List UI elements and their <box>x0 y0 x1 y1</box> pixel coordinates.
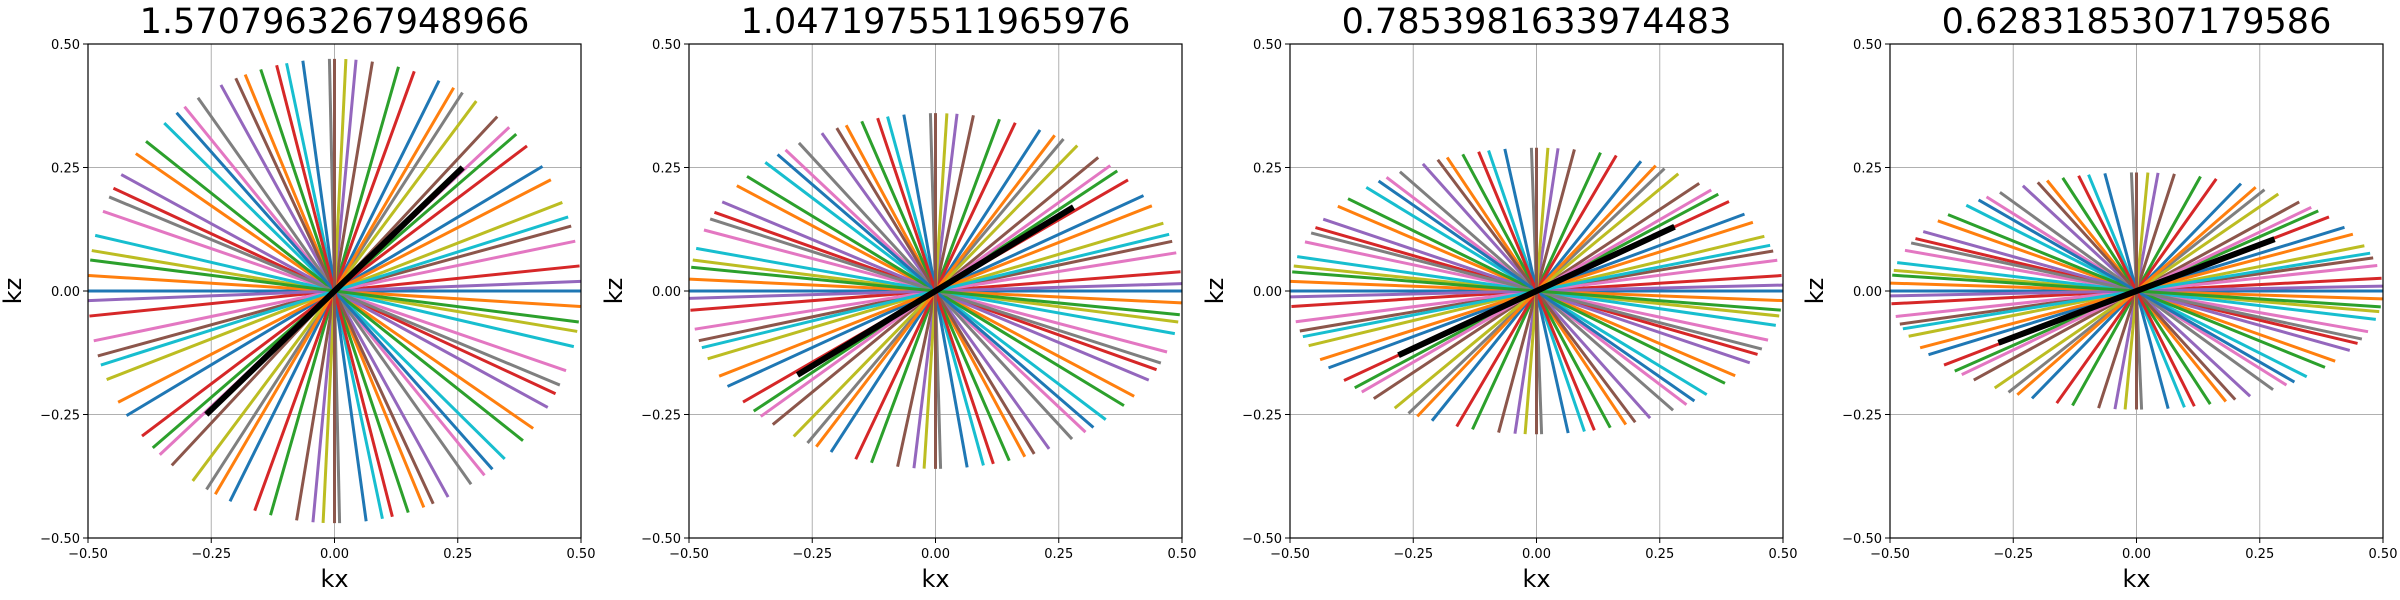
chart-title: 1.5707963267948966 <box>140 2 530 42</box>
highlighted-spoke <box>795 204 1076 378</box>
x-tick-label: 0.25 <box>443 547 472 562</box>
y-tick-label: 0.25 <box>51 162 80 177</box>
y-tick-label: 0.00 <box>1253 285 1282 300</box>
y-axis-label: kz <box>600 278 628 305</box>
y-tick-label: 0.00 <box>51 285 80 300</box>
x-tick-label: 0.00 <box>921 547 950 562</box>
y-axis-label: kz <box>0 278 27 305</box>
x-tick-label: 0.00 <box>1522 547 1551 562</box>
y-tick-label: 0.25 <box>1253 162 1282 177</box>
x-tick-label: −0.50 <box>1270 547 1310 562</box>
x-axis-label: kx <box>320 565 348 593</box>
chart-title: 0.7853981633974483 <box>1342 2 1732 42</box>
x-tick-label: 0.50 <box>1168 547 1197 562</box>
chart-title: 0.6283185307179586 <box>1942 2 2332 42</box>
y-tick-label: 0.25 <box>1853 162 1882 177</box>
x-tick-label: −0.25 <box>1393 547 1433 562</box>
y-tick-label: −0.25 <box>641 409 681 424</box>
x-tick-label: 0.50 <box>1769 547 1798 562</box>
y-tick-label: −0.50 <box>1242 532 1282 547</box>
plot-area <box>1890 172 2383 410</box>
x-tick-label: −0.25 <box>1993 547 2033 562</box>
x-tick-label: 0.00 <box>320 547 349 562</box>
y-tick-label: −0.25 <box>1842 409 1882 424</box>
x-axis-label: kx <box>921 565 949 593</box>
y-tick-label: 0.50 <box>51 38 80 53</box>
x-axis-label: kx <box>1522 565 1550 593</box>
y-tick-label: −0.50 <box>641 532 681 547</box>
x-tick-label: −0.50 <box>1870 547 1910 562</box>
y-tick-label: −0.50 <box>1842 532 1882 547</box>
y-axis-label: kz <box>1801 278 1829 305</box>
y-tick-label: 0.50 <box>1253 38 1282 53</box>
highlighted-spoke <box>1397 224 1676 358</box>
x-tick-label: 0.25 <box>2245 547 2274 562</box>
panel-3: −0.50 −0.25 0.00 0.25 0.50 −0.50 −0.25 0.00 0.25… <box>1201 2 1797 593</box>
x-tick-label: −0.50 <box>68 547 108 562</box>
panel-1: −0.50 −0.25 0.00 0.25 0.50 −0.50 −0.25 0.00 0.25… <box>0 2 595 593</box>
x-tick-label: 0.50 <box>2369 547 2398 562</box>
y-axis-label: kz <box>1201 278 1229 305</box>
highlighted-spoke <box>204 165 465 417</box>
x-tick-label: 0.25 <box>1044 547 1073 562</box>
panel-4: −0.50 −0.25 0.00 0.25 0.50 −0.50 −0.25 0.00 0.25… <box>1801 2 2397 593</box>
chart-title: 1.0471975511965976 <box>741 2 1131 42</box>
y-tick-label: 0.00 <box>1853 285 1882 300</box>
y-tick-label: 0.50 <box>652 38 681 53</box>
x-tick-label: −0.25 <box>191 547 231 562</box>
highlighted-spoke <box>1997 236 2276 346</box>
x-tick-label: 0.25 <box>1645 547 1674 562</box>
y-tick-label: 0.25 <box>652 162 681 177</box>
y-tick-label: −0.25 <box>40 409 80 424</box>
plot-area <box>1290 147 1783 435</box>
plot-area <box>88 58 581 524</box>
x-axis-label: kx <box>2122 565 2150 593</box>
panel-2: −0.50 −0.25 0.00 0.25 0.50 −0.50 −0.25 0.00 0.25… <box>600 2 1196 593</box>
x-tick-label: 0.00 <box>2122 547 2151 562</box>
y-tick-label: −0.25 <box>1242 409 1282 424</box>
y-tick-label: −0.50 <box>40 532 80 547</box>
y-tick-label: 0.50 <box>1853 38 1882 53</box>
x-tick-label: −0.25 <box>792 547 832 562</box>
plot-area <box>689 113 1182 469</box>
x-tick-label: 0.50 <box>567 547 596 562</box>
y-tick-label: 0.00 <box>652 285 681 300</box>
x-tick-label: −0.50 <box>669 547 709 562</box>
